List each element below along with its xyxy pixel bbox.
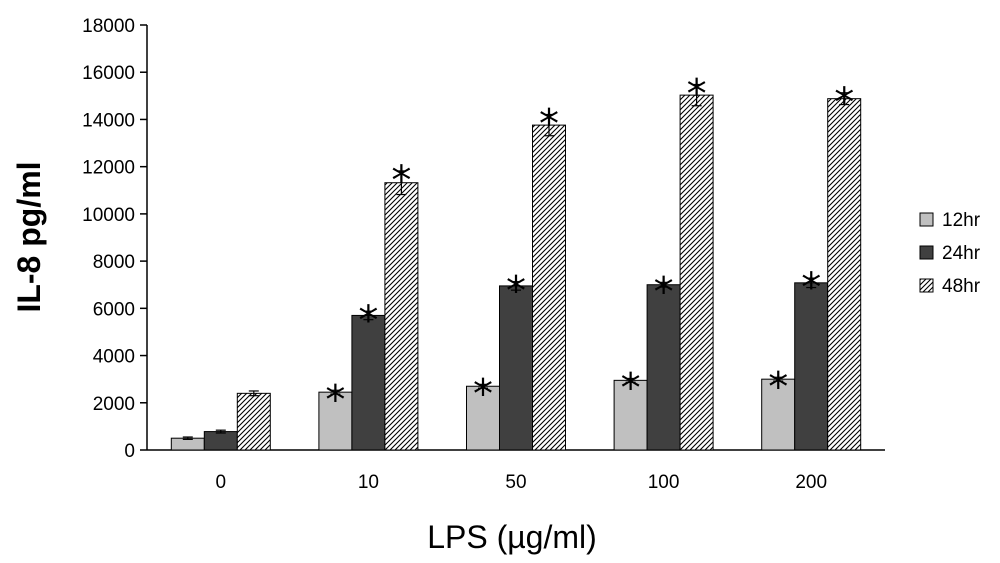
x-tick-label: 10 [358, 472, 379, 493]
bar [827, 98, 862, 451]
significance-star: * [654, 269, 674, 315]
significance-star: * [506, 269, 526, 315]
y-tick-label: 8000 [93, 252, 135, 273]
legend-swatch [919, 245, 934, 260]
legend-label: 12hr [942, 210, 981, 231]
legend-label: 48hr [942, 276, 981, 297]
plot-area: 0200040006000800010000120001400016000180… [82, 16, 885, 493]
y-tick-label: 14000 [82, 110, 135, 131]
legend-swatch [919, 212, 934, 227]
x-axis-title: LPS (µg/ml) [427, 519, 597, 555]
significance-star: * [834, 80, 854, 126]
significance-star: * [801, 265, 821, 311]
legend-swatch [919, 278, 934, 293]
y-tick-label: 0 [124, 441, 135, 462]
significance-star: * [539, 101, 559, 147]
significance-star: * [358, 298, 378, 344]
y-tick-label: 4000 [93, 347, 135, 368]
bar [761, 378, 796, 451]
x-tick-label: 200 [795, 472, 827, 493]
significance-star: * [621, 365, 641, 411]
y-tick-label: 18000 [82, 16, 135, 37]
bar [646, 284, 681, 451]
y-tick-label: 6000 [93, 299, 135, 320]
significance-star: * [768, 364, 788, 410]
y-tick-label: 10000 [82, 205, 135, 226]
bar [236, 392, 271, 451]
legend: 12hr 24hr 48hr [919, 210, 981, 297]
x-tick-label: 100 [648, 472, 680, 493]
bar [532, 124, 566, 451]
bar [384, 182, 419, 451]
x-tick-label: 50 [505, 472, 526, 493]
x-tick-label: 0 [216, 472, 227, 493]
bar [466, 385, 500, 451]
y-tick-label: 16000 [82, 63, 135, 84]
bar [203, 431, 238, 451]
y-axis-title: IL-8 pg/ml [11, 161, 47, 312]
significance-star: * [325, 377, 345, 423]
legend-label: 24hr [942, 243, 981, 264]
significance-star: * [473, 371, 493, 417]
significance-star: * [687, 72, 707, 118]
significance-star: * [391, 158, 411, 204]
bar [351, 314, 386, 451]
y-tick-label: 2000 [93, 394, 135, 415]
y-tick-label: 12000 [82, 158, 135, 179]
bar [679, 94, 714, 451]
